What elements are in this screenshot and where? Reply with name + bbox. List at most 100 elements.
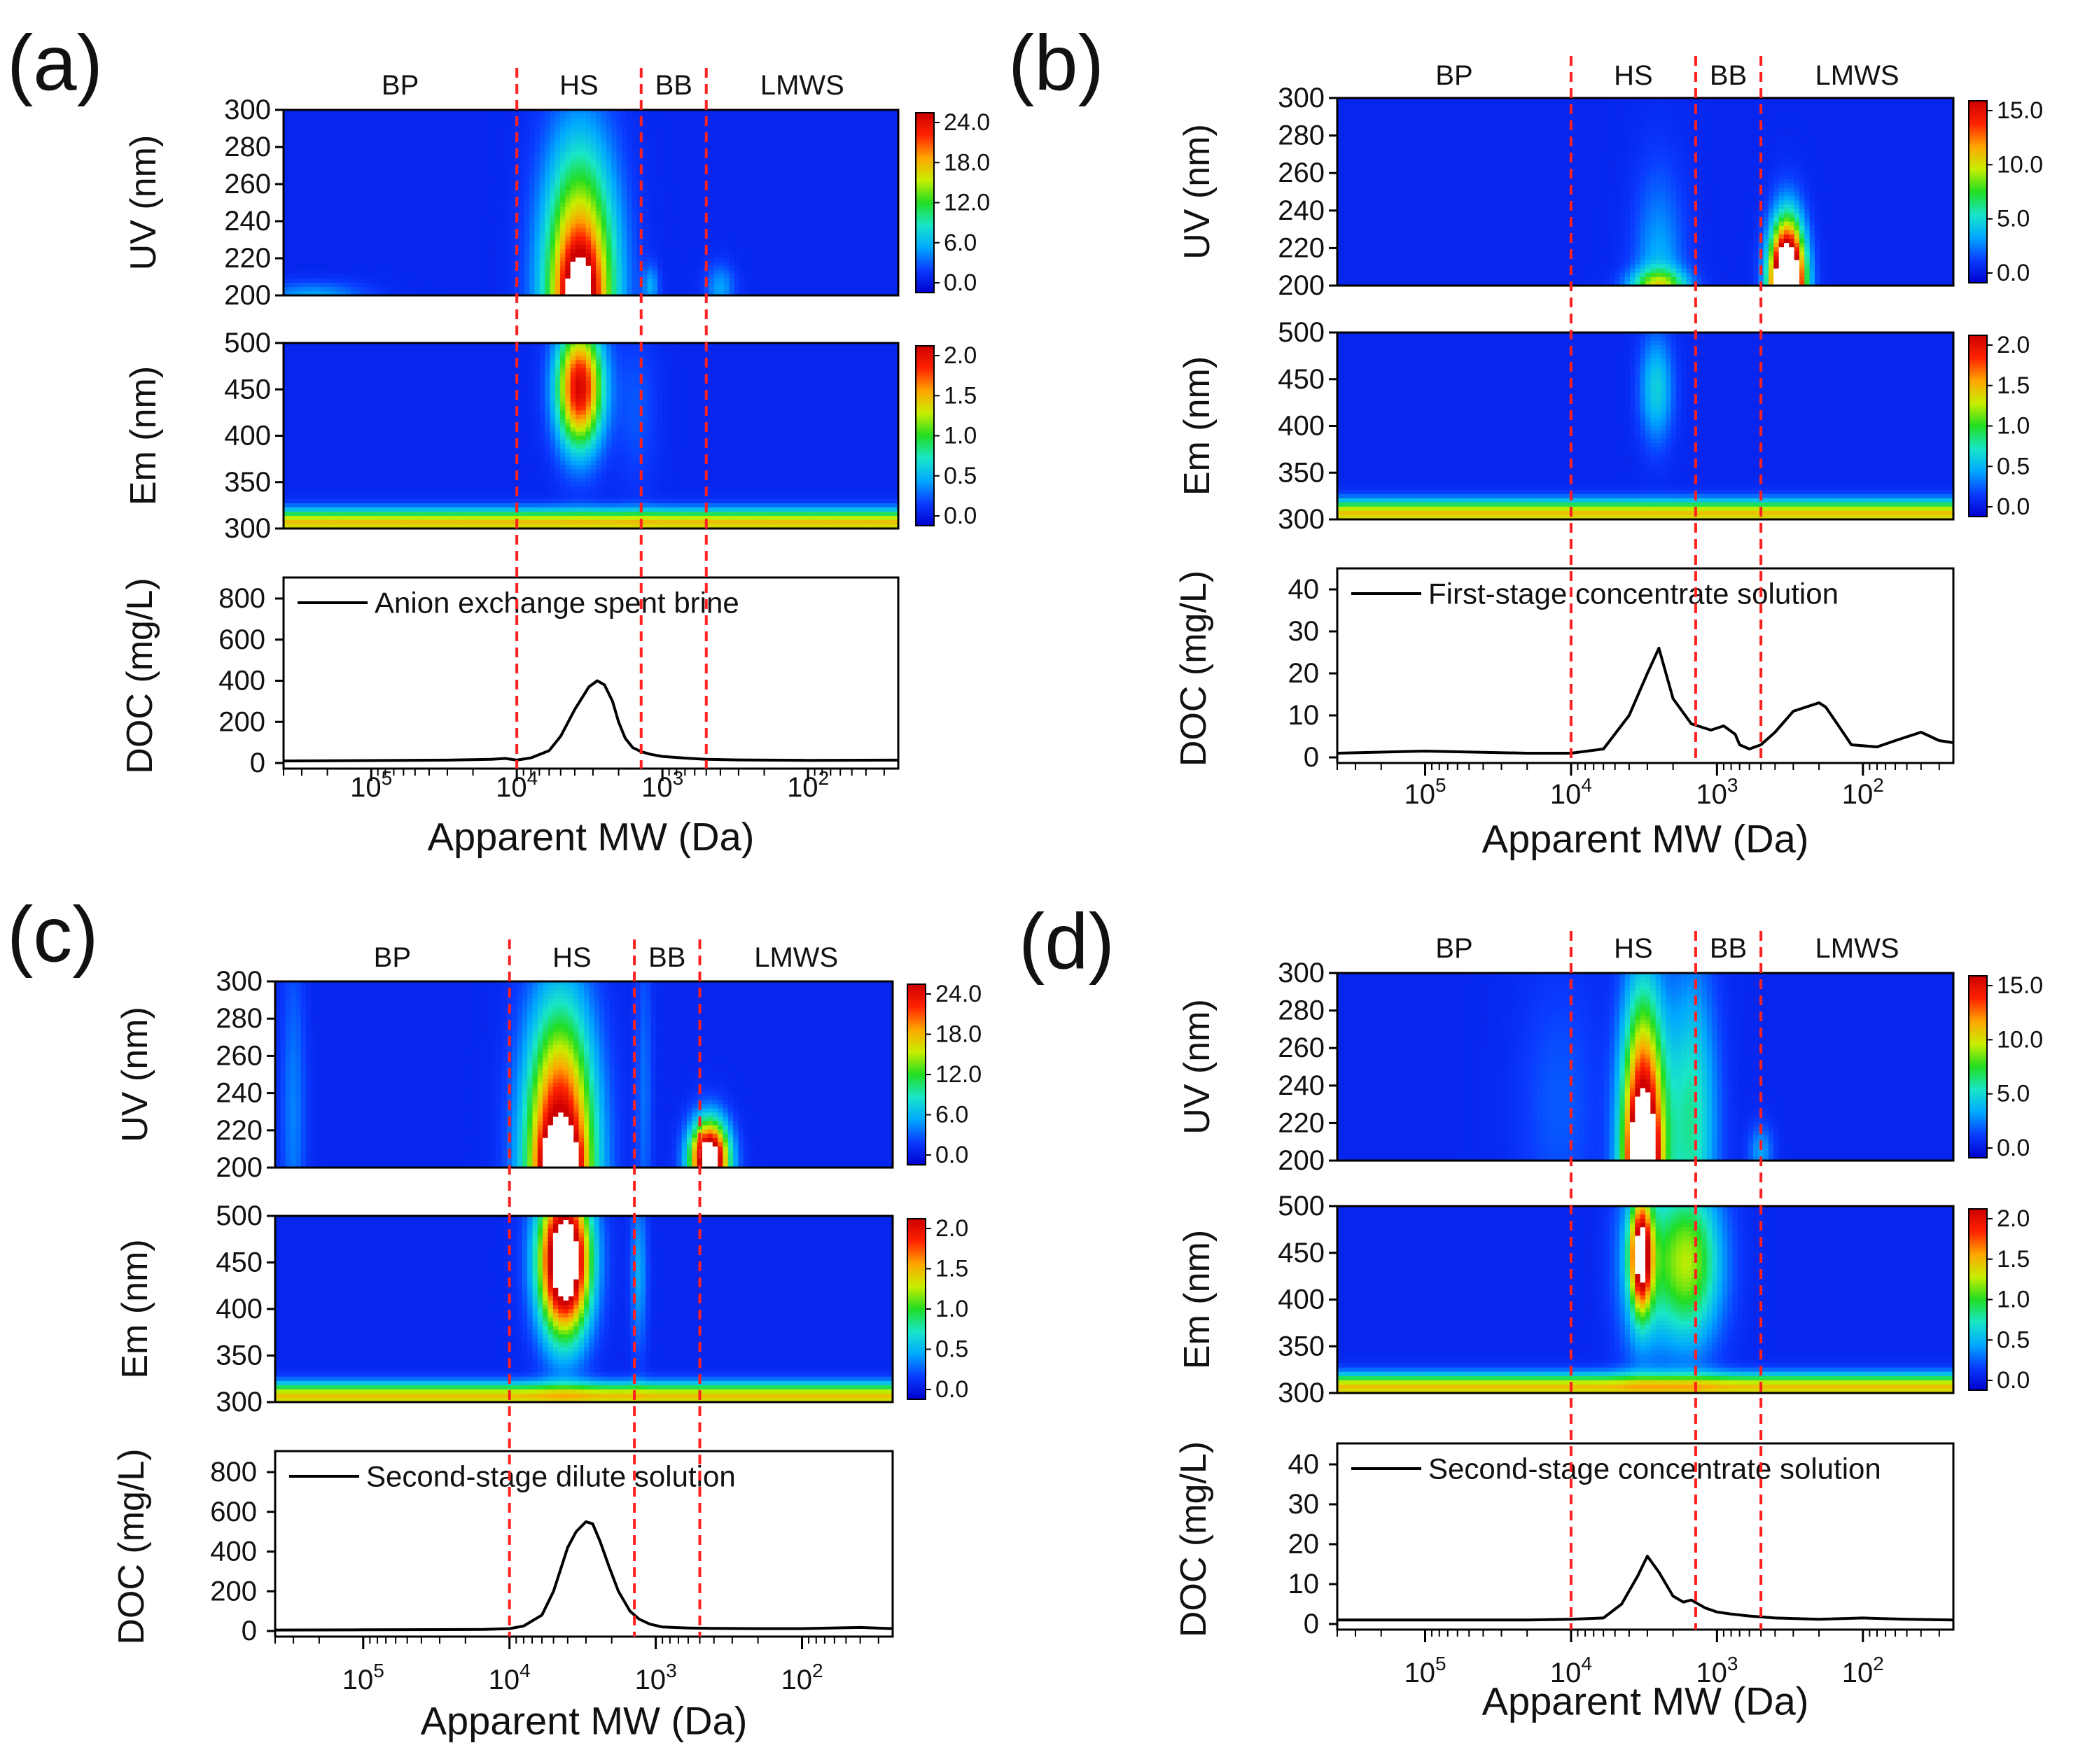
uv-heat-cell	[407, 118, 412, 123]
uv-heat-cell	[386, 283, 391, 288]
uv-heat-cell	[442, 152, 448, 157]
uv-heat-cell	[483, 228, 489, 233]
uv-heat-cell	[396, 195, 402, 200]
uv-heat-cell	[340, 148, 346, 153]
uv-heat-cell	[355, 156, 361, 161]
uv-heat-cell	[350, 169, 356, 174]
uv-heat-cell	[417, 258, 422, 262]
uv-heat-cell	[407, 262, 412, 267]
uv-heat-cell	[514, 144, 520, 148]
uv-heat-cell	[478, 195, 484, 200]
uv-heat-cell	[442, 144, 448, 148]
uv-heat-cell	[355, 135, 361, 140]
uv-heat-cell	[442, 207, 448, 212]
uv-heat-cell	[417, 253, 422, 258]
uv-heat-cell	[386, 177, 391, 182]
uv-heat-cell	[494, 173, 499, 178]
uv-heat-cell	[401, 241, 407, 246]
uv-heat-cell	[350, 160, 356, 165]
uv-heat-cell	[391, 241, 397, 246]
uv-heat-cell	[442, 283, 448, 288]
uv-heat-cell	[524, 156, 530, 161]
uv-heat-cell	[376, 190, 382, 195]
uv-heat-cell	[407, 148, 412, 153]
uv-heat-cell	[478, 144, 484, 148]
uv-heat-cell	[350, 148, 356, 153]
uv-heat-cell	[417, 186, 422, 190]
uv-heat-cell	[386, 258, 391, 262]
uv-heat-cell	[535, 228, 541, 233]
uv-heat-cell	[458, 169, 463, 174]
uv-heat-cell	[345, 114, 351, 119]
uv-heat-cell	[361, 131, 366, 136]
uv-heat-cell	[396, 135, 402, 140]
uv-heat-cell	[540, 131, 545, 136]
uv-heat-cell	[319, 245, 325, 250]
uv-heat-cell	[509, 122, 515, 127]
uv-heat-cell	[381, 160, 386, 165]
uv-heat-cell	[504, 164, 510, 169]
uv-heat-cell	[350, 274, 356, 279]
uv-heat-cell	[478, 156, 484, 161]
uv-heat-cell	[386, 114, 391, 119]
uv-heat-cell	[422, 144, 428, 148]
uv-heat-cell	[294, 232, 300, 237]
uv-heat-cell	[529, 224, 535, 229]
uv-heat-cell	[314, 186, 320, 190]
uv-heat-cell	[345, 258, 351, 262]
uv-heat-cell	[407, 245, 412, 250]
uv-heat-cell	[438, 207, 443, 212]
uv-heat-cell	[304, 122, 309, 127]
uv-heat-cell	[412, 181, 417, 186]
uv-heat-cell	[489, 135, 494, 140]
uv-heat-cell	[330, 203, 335, 208]
uv-heat-cell	[483, 195, 489, 200]
uv-heat-cell	[432, 152, 438, 157]
uv-heat-cell	[325, 245, 330, 250]
uv-heat-cell	[447, 232, 453, 237]
uv-heat-cell	[504, 253, 510, 258]
uv-heat-cell	[535, 262, 541, 267]
uv-heat-cell	[365, 164, 371, 169]
uv-heat-cell	[412, 237, 417, 241]
uv-heat-cell	[432, 148, 438, 153]
uv-heat-cell	[299, 237, 305, 241]
uv-heat-cell	[524, 207, 530, 212]
uv-heat-cell	[381, 249, 386, 254]
uv-heat-cell	[355, 266, 361, 271]
uv-heat-cell	[453, 220, 459, 225]
uv-heat-cell	[427, 173, 433, 178]
uv-heat-cell	[422, 152, 428, 157]
uv-heat-cell	[335, 118, 340, 123]
uv-heat-cell	[504, 266, 510, 271]
uv-heat-cell	[473, 279, 479, 284]
uv-heat-cell	[509, 270, 515, 275]
uv-heat-cell	[545, 274, 550, 279]
uv-heat-cell	[473, 139, 479, 144]
uv-heat-cell	[442, 118, 448, 123]
uv-heat-cell	[319, 253, 325, 258]
uv-heat-cell	[529, 287, 535, 292]
uv-heat-cell	[427, 127, 433, 132]
uv-heat-cell	[330, 287, 335, 292]
uv-heat-cell	[498, 249, 504, 254]
uv-heat-cell	[381, 127, 386, 132]
uv-heat-cell	[309, 122, 315, 127]
uv-heat-cell	[355, 249, 361, 254]
uv-heat-cell	[417, 207, 422, 212]
uv-heat-cell	[447, 279, 453, 284]
uv-heat-cell	[432, 169, 438, 174]
uv-heat-cell	[478, 122, 484, 127]
uv-heat-cell	[345, 156, 351, 161]
uv-heat-cell	[535, 118, 541, 123]
uv-heat-cell	[355, 186, 361, 190]
uv-heat-cell	[453, 139, 459, 144]
panel-letter: (a)	[7, 20, 103, 107]
uv-heat-cell	[483, 253, 489, 258]
uv-heat-cell	[453, 262, 459, 267]
uv-heat-cell	[345, 241, 351, 246]
uv-heat-cell	[330, 258, 335, 262]
uv-heat-cell	[319, 118, 325, 123]
uv-heat-cell	[361, 152, 366, 157]
uv-heat-cell	[447, 148, 453, 153]
